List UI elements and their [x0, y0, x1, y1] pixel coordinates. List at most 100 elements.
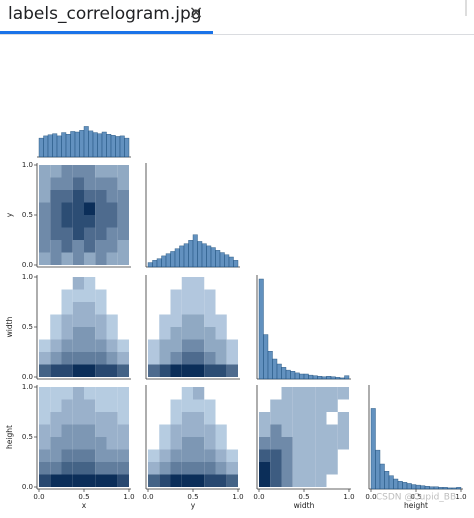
hist-bar	[397, 481, 403, 490]
hist2d-cell	[326, 462, 338, 475]
hist-bar	[429, 486, 435, 490]
hist-bar	[179, 245, 185, 268]
hist2d-cell	[226, 352, 238, 365]
hist2d-cell	[84, 190, 96, 203]
hist-bar	[156, 258, 162, 268]
hist2d-cell	[181, 314, 193, 327]
hist2d-cell	[72, 327, 84, 340]
hist2d-cell	[117, 177, 129, 190]
hist2d-cell	[270, 424, 282, 437]
hist-bar	[110, 135, 116, 158]
hist2d-cell	[72, 289, 84, 302]
y-tick-label: 1.0	[22, 161, 33, 169]
hist2d-cell	[61, 215, 73, 228]
hist2d-cell	[84, 474, 96, 487]
hist2d-cell	[170, 364, 182, 377]
hist2d-cell	[148, 474, 160, 487]
tab-title[interactable]: labels_correlogram.jpg	[8, 4, 202, 24]
hist-bar	[161, 255, 167, 268]
hist2d-cell	[292, 412, 304, 425]
hist2d-cell	[304, 412, 316, 425]
hist2d-cell	[281, 399, 293, 412]
hist2d-cell	[95, 437, 107, 450]
hist2d-cell	[215, 462, 227, 475]
hist2d-cell	[193, 412, 205, 425]
hist2d-cell	[337, 424, 349, 437]
x-tick-label: 0.5	[410, 493, 421, 501]
hist2d-cell	[304, 387, 316, 400]
hist-bar	[115, 136, 121, 158]
tab-close[interactable]: ×	[188, 2, 203, 23]
hist-bar	[188, 240, 194, 268]
hist2d-cell	[193, 474, 205, 487]
hist2d-cell	[259, 424, 271, 437]
hist2d-cell	[50, 314, 62, 327]
hist-bar	[97, 133, 103, 158]
x-tick-label: 1.0	[343, 493, 354, 501]
hist2d-cell	[50, 387, 62, 400]
hist-bar	[52, 133, 58, 158]
hist2d-cell	[337, 412, 349, 425]
hist2d-cell	[215, 352, 227, 365]
x-tick-label: 0.0	[365, 493, 376, 501]
hist-bar	[152, 260, 158, 268]
hist-bar	[106, 134, 112, 158]
hist2d-cell	[226, 474, 238, 487]
hist2d-cell	[61, 302, 73, 315]
hist2d-cell	[259, 462, 271, 475]
hist-bar	[285, 369, 291, 380]
hist2d-cell	[61, 474, 73, 487]
hist2d-cell	[326, 424, 338, 437]
hist2d-cell	[39, 252, 51, 265]
hist2d-cell	[226, 339, 238, 352]
hist2d-cell	[170, 399, 182, 412]
hist2d-cell	[84, 314, 96, 327]
hist2d-cell	[159, 437, 171, 450]
hist2d-cell	[106, 449, 118, 462]
hist-bar	[147, 262, 153, 268]
hist2d-cell	[72, 387, 84, 400]
hist-bar	[206, 245, 212, 268]
hist2d-cell	[95, 352, 107, 365]
hist2d-cell	[106, 364, 118, 377]
hist2d-cell	[50, 364, 62, 377]
hist-bar	[170, 251, 176, 268]
hist-bar	[215, 250, 221, 268]
hist-bar	[312, 375, 318, 380]
hist2d-cell	[84, 177, 96, 190]
hist2d-cell	[84, 462, 96, 475]
hist-bar	[326, 376, 332, 380]
hist2d-cell	[50, 437, 62, 450]
hist2d-cell	[181, 339, 193, 352]
hist2d-cell	[72, 399, 84, 412]
hist-bar	[210, 247, 216, 268]
hist2d-cell	[95, 202, 107, 215]
hist2d-cell	[61, 412, 73, 425]
hist2d-cell	[72, 462, 84, 475]
hist2d-cell	[95, 339, 107, 352]
hist-bar	[424, 486, 430, 490]
hist-bar	[47, 134, 53, 158]
hist2d-cell	[193, 387, 205, 400]
hist-bar	[65, 134, 71, 158]
hist2d-cell	[159, 449, 171, 462]
hist2d-cell	[326, 449, 338, 462]
hist2d-cell	[61, 202, 73, 215]
hist2d-cell	[204, 314, 216, 327]
hist2d-cell	[181, 387, 193, 400]
hist2d-cell	[50, 240, 62, 253]
hist2d-cell	[193, 462, 205, 475]
hist2d-cell	[72, 474, 84, 487]
hist2d-cell	[72, 190, 84, 203]
hist2d-cell	[215, 437, 227, 450]
hist2d-cell	[84, 437, 96, 450]
hist2d-cell	[270, 399, 282, 412]
y-axis-label: height	[5, 425, 14, 449]
hist2d-cell	[106, 387, 118, 400]
hist2d-cell	[204, 327, 216, 340]
hist-bar	[456, 487, 462, 490]
hist2d-cell	[170, 352, 182, 365]
hist2d-cell	[193, 424, 205, 437]
hist2d-cell	[259, 412, 271, 425]
